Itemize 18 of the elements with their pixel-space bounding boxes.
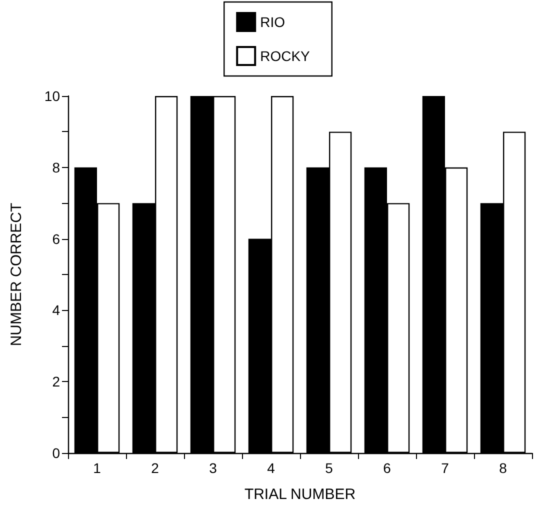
legend-label: ROCKY [260,48,311,64]
x-tick-label: 4 [267,460,276,476]
x-tick-label: 6 [383,460,392,476]
y-tick-label: 2 [52,374,60,390]
y-tick-label: 8 [52,159,60,176]
y-tick-label: 0 [52,445,60,461]
x-tick-label: 2 [151,460,160,476]
x-tick-label: 1 [93,460,102,476]
x-tick-label: 7 [441,460,450,476]
legend-label: RIO [260,14,286,30]
x-tick-label: 3 [209,460,218,476]
x-tick-label: 5 [325,460,334,476]
y-tick-label: 4 [52,302,60,318]
y-axis-title: NUMBER CORRECT [8,202,25,346]
y-tick-label: 6 [52,230,60,247]
y-tick-label: 10 [44,88,60,104]
x-tick-label: 8 [499,460,508,476]
x-axis-title: TRIAL NUMBER [244,486,356,503]
